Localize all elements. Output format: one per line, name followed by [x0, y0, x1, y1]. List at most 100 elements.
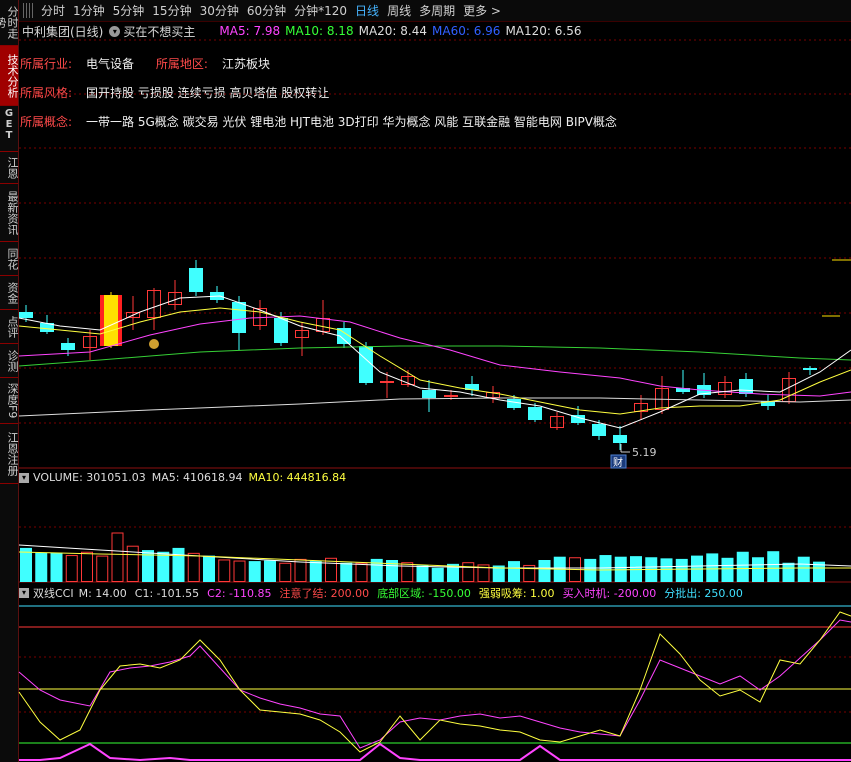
collapse-icon[interactable]: ▾ [19, 588, 29, 598]
volume-bar [508, 561, 520, 582]
volume-bar [233, 560, 246, 582]
candle-body [232, 302, 246, 333]
cai-badge-label: 财 [613, 456, 623, 469]
cci-legend-item: M: 14.00 [78, 587, 127, 600]
tab-timeframe-5[interactable]: 60分钟 [246, 4, 287, 18]
sidebar-item-5[interactable]: 同花 [0, 242, 19, 276]
volume-bar [523, 564, 536, 583]
ma10-line [18, 307, 851, 415]
candle-body [274, 318, 288, 343]
sidebar-item-0[interactable]: 分时走势 [0, 0, 19, 46]
ma5-line [18, 295, 851, 429]
volume-bar [203, 555, 215, 582]
collapse-icon[interactable]: ▾ [19, 472, 29, 483]
volume-ma5-line [18, 544, 851, 569]
cci-values: M: 14.00 C1: -101.55 C2: -110.85 注意了结: 200.… [79, 585, 751, 601]
volume-bar [248, 561, 261, 582]
cci-name: 双线CCI [33, 587, 74, 600]
volume-bar [630, 556, 642, 582]
volume-bar [431, 567, 444, 582]
stock-name[interactable]: 中利集团(日线) [22, 24, 104, 39]
volume-bar [35, 552, 48, 582]
candle-body [295, 330, 309, 338]
tab-timeframe-1[interactable]: 1分钟 [73, 4, 105, 18]
style-value[interactable]: 国开持股 亏损股 连续亏损 高贝塔值 股权转让 [86, 86, 330, 100]
sidebar-item-10[interactable]: 江恩注册 [0, 424, 19, 484]
candle-body [61, 343, 75, 350]
volume-value: VOLUME: 301051.03 [33, 471, 146, 484]
candle-body [550, 416, 564, 428]
region-value[interactable]: 江苏板块 [221, 57, 270, 71]
industry-key: 所属行业: [20, 57, 73, 71]
tab-timeframe-8[interactable]: 周线 [387, 4, 412, 18]
volume-bar [157, 551, 170, 582]
volume-bar [50, 552, 63, 582]
tab-timeframe-3[interactable]: 15分钟 [152, 4, 192, 18]
cci-legend-item: C1: -101.55 [134, 587, 200, 600]
candle-body [359, 346, 373, 383]
volume-bar [96, 555, 109, 582]
timeframe-toolbar: 分时 1分钟 5分钟 15分钟 30分钟 60分钟 分钟*120 日线 周线 多周期 更多 > [19, 0, 851, 22]
preset-name[interactable]: 买在不想买主 [123, 24, 196, 39]
sidebar-item-4[interactable]: 最新资讯 [0, 184, 19, 242]
sidebar-item-9[interactable]: 深度F9 [0, 378, 19, 424]
sidebar-item-2[interactable]: GET [0, 106, 18, 152]
tab-timeframe-2[interactable]: 5分钟 [112, 4, 145, 18]
sidebar-item-6[interactable]: 资金 [0, 276, 19, 310]
candle-body [613, 435, 627, 443]
industry-value[interactable]: 电气设备 [86, 57, 135, 71]
candle-body [803, 368, 817, 370]
sidebar-item-8[interactable]: 诊测 [0, 344, 19, 378]
concept-value[interactable]: 一带一路 5G概念 碳交易 光伏 锂电池 HJT电池 3D打印 华为概念 风能 … [86, 115, 617, 129]
volume-bar [340, 562, 353, 582]
candle-body [761, 401, 775, 406]
volume-bar [736, 551, 749, 582]
ma60-line [18, 345, 851, 367]
tab-timeframe-10[interactable]: 更多 > [463, 4, 501, 18]
tab-timeframe-9[interactable]: 多周期 [419, 4, 456, 18]
style-key: 所属风格: [20, 86, 73, 100]
sidebar-item-7[interactable]: 点评 [0, 310, 19, 344]
tab-timeframe-0[interactable]: 分时 [41, 4, 66, 18]
volume-bar [279, 562, 292, 582]
volume-bar [782, 562, 795, 582]
tab-timeframe-6[interactable]: 分钟*120 [294, 4, 348, 18]
tab-timeframe-7[interactable]: 日线 [355, 4, 380, 18]
candle-body [337, 328, 351, 344]
volume-ma10: MA10: 444816.84 [248, 471, 347, 484]
money-bag-icon [149, 339, 159, 349]
volume-bar [492, 565, 505, 582]
volume-bar [65, 555, 78, 582]
low-price-label: 5.19 [632, 446, 657, 459]
volume-bar [401, 562, 414, 583]
candle-body [634, 403, 648, 412]
volume-bar [264, 560, 276, 582]
volume-bar [370, 558, 383, 582]
volume-bar [462, 562, 475, 583]
volume-bar [218, 559, 231, 583]
cci-c1-line [18, 611, 851, 753]
candle-body [189, 268, 203, 292]
candle-body [528, 407, 542, 420]
tab-timeframe-4[interactable]: 30分钟 [199, 4, 239, 18]
cci-legend-item: C2: -110.85 [207, 587, 272, 600]
timeframe-tabs: 分时 1分钟 5分钟 15分钟 30分钟 60分钟 分钟*120 日线 周线 多周期 更多 > [41, 2, 509, 19]
sidebar-item-3[interactable]: 江恩 [0, 152, 19, 184]
volume-bar [599, 555, 612, 582]
volume-bar [81, 551, 93, 582]
volume-bar [675, 558, 688, 582]
cci-c2-line [18, 619, 851, 749]
sidebar-item-1[interactable]: 技术分析 [0, 46, 19, 106]
candle-body [592, 424, 606, 436]
chevron-down-icon[interactable]: ▾ [109, 25, 121, 37]
left-sidebar: 分时走势 技术分析 GET 江恩 最新资讯 同花 资金 点评 诊测 深度F9 江恩注册 [0, 0, 19, 762]
grip-icon[interactable] [23, 3, 35, 18]
candle-body [168, 292, 182, 305]
candle-body [739, 379, 753, 394]
volume-bar [325, 557, 337, 582]
concept-key: 所属概念: [20, 115, 73, 129]
volume-bar [477, 564, 490, 583]
volume-bar [20, 547, 32, 582]
candle-body [718, 382, 732, 395]
